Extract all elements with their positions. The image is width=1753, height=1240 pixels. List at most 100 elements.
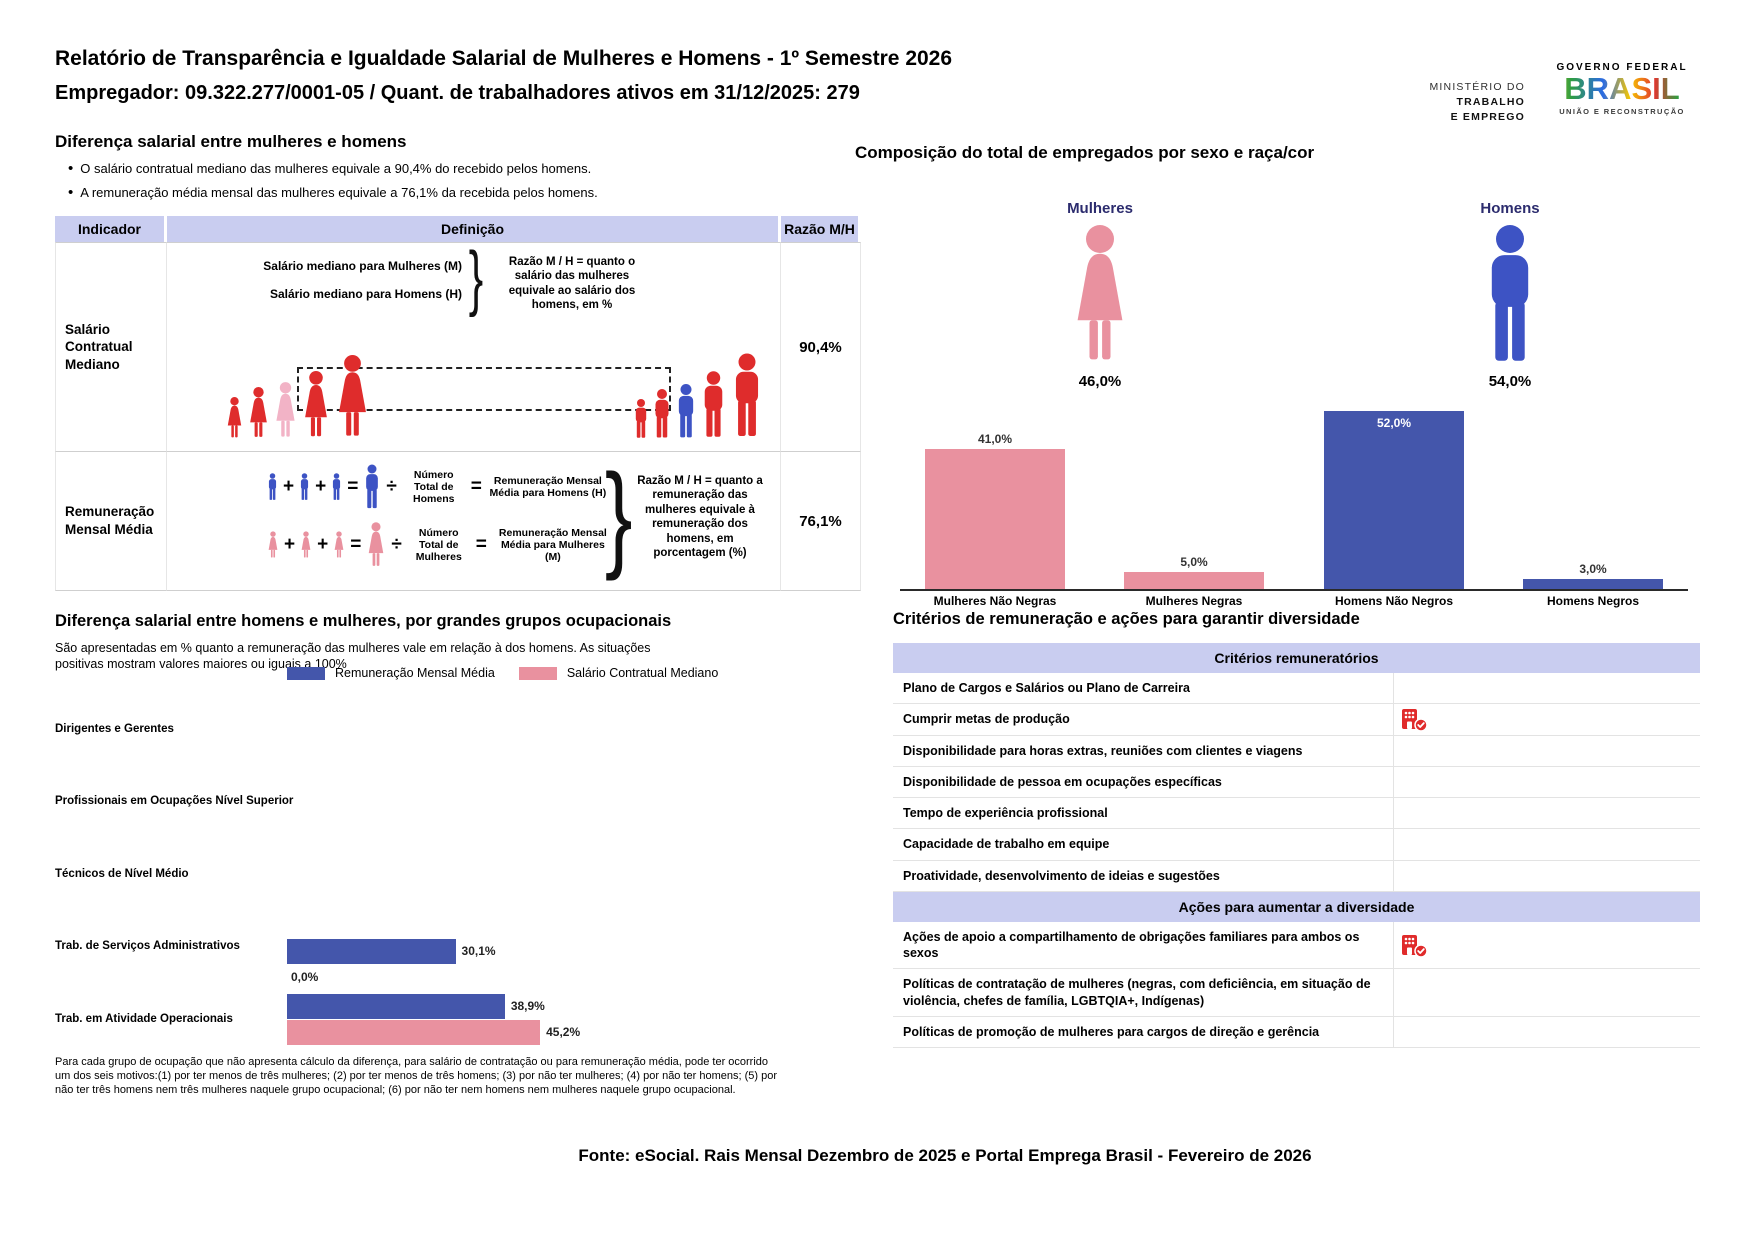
women-composition-block: Mulheres 46,0% [1025, 200, 1175, 390]
women-label: Mulheres [1067, 200, 1133, 217]
group-bars: 38,9% 45,2% [287, 983, 580, 1055]
source-line: Fonte: eSocial. Rais Mensal Dezembro de … [578, 1146, 1312, 1165]
men-label: Homens [1480, 200, 1540, 217]
criteria-row: Plano de Cargos e Salários ou Plano de C… [893, 673, 1700, 705]
criteria-title: Critérios de remuneração e ações para ga… [893, 610, 1360, 628]
mte-line2: TRABALHO [1456, 96, 1525, 109]
indicator-table: Indicador Definição Razão M/H Salário Co… [55, 216, 861, 591]
employer-line: Empregador: 09.322.277/0001-05 / Quant. … [55, 82, 860, 104]
woman-icon [334, 355, 371, 439]
men-average-equation: + + = ÷ Número Total de Homens = Remuner… [267, 464, 609, 510]
group-label: Trab. de Serviços Administrativos [55, 940, 240, 952]
equals-sign: = [350, 534, 362, 555]
bar-column: 5,0% [1124, 555, 1264, 589]
woman-median-highlight-icon [273, 382, 298, 439]
category-label: Homens Negros [1546, 594, 1640, 608]
mte-line1: MINISTÉRIO DO [1429, 81, 1525, 93]
definition-median-salary: Salário mediano para Mulheres (M) Salári… [167, 238, 781, 451]
occupational-row: Trab. de Serviços Administrativos 30,1% … [55, 910, 765, 984]
bar-value-label: 3,0% [1579, 561, 1607, 576]
woman-icon [333, 531, 345, 559]
criteria-flag-cell [1393, 829, 1700, 860]
bar-lane-blue: 30,1% [287, 938, 496, 964]
bar-homens-nao-negros: 52,0% [1324, 411, 1464, 589]
man-icon [730, 353, 764, 439]
brasil-wordmark: BRASIL [1542, 72, 1702, 106]
equals-sign: = [470, 476, 482, 497]
bar-column: 52,0% [1324, 411, 1464, 589]
bar-value-label: 38,9% [510, 999, 545, 1013]
criteria-flag-cell [1393, 766, 1700, 797]
man-median-highlight-icon [675, 384, 697, 439]
criteria-row: Proatividade, desenvolvimento de ideias … [893, 860, 1700, 892]
company-check-icon [1401, 706, 1428, 732]
bar-value-label: 5,0% [1180, 554, 1208, 569]
bar-column: 3,0% [1523, 562, 1663, 589]
median-men-line: Salário mediano para Homens (H) [269, 287, 462, 301]
median-pictogram [197, 339, 770, 443]
criteria-label: Ações de apoio a compartilhamento de obr… [903, 929, 1360, 960]
legend-blue-swatch [287, 666, 325, 680]
criteria-label: Disponibilidade para horas extras, reuni… [903, 743, 1303, 758]
bar-value-label: 30,1% [461, 944, 496, 958]
category-label: Homens Não Negros [1334, 594, 1454, 608]
category-label: Mulheres Negras [1145, 594, 1243, 608]
brace-decoration: } [468, 238, 484, 318]
company-check-icon [1401, 932, 1428, 958]
men-total-label: Número Total de Homens [413, 468, 455, 506]
women-average-equation: + + = ÷ Número Total de Mulheres = Remun… [267, 522, 614, 568]
man-large-icon [363, 464, 381, 510]
occupational-title: Diferença salarial entre homens e mulher… [55, 612, 672, 630]
legend-pink-label: Salário Contratual Mediano [566, 666, 719, 680]
bar-value-label: 52,0% [1376, 416, 1412, 431]
criteria-flag-cell [1393, 704, 1700, 735]
composition-bar-chart: 41,0% 5,0% 52,0% 3,0% [900, 399, 1688, 591]
legend-blue-label: Remuneração Mensal Média [335, 666, 495, 680]
criteria-flag-cell [1393, 673, 1700, 704]
mean-ratio-note: Razão M / H = quanto a remuneração das m… [637, 475, 763, 559]
brace-decoration: } [604, 450, 633, 582]
bar-lane-pink: 0,0% [287, 964, 496, 990]
equals-sign: = [347, 476, 359, 497]
woman-large-icon [366, 522, 386, 568]
median-definition-lines: Salário mediano para Mulheres (M) Salári… [262, 259, 462, 315]
bar-remuneracao [287, 993, 505, 1019]
bar-lane-pink: 45,2% [287, 1019, 580, 1045]
salary-gap-bullet-1: O salário contratual mediano das mulhere… [68, 160, 591, 177]
mte-logo: MINISTÉRIO DO TRABALHO E EMPREGO [1390, 80, 1525, 126]
equals-sign: = [475, 534, 487, 555]
man-icon [700, 371, 727, 439]
plus-sign: + [317, 534, 329, 555]
men-percent: 54,0% [1488, 373, 1532, 390]
col-header-indicador: Indicador [55, 216, 167, 242]
bar-lane-blue: 38,9% [287, 993, 580, 1019]
men-average-label: Remuneração Mensal Média para Homens (H) [489, 474, 607, 499]
occupational-row: Trab. em Atividade Operacionais 38,9% 45… [55, 983, 765, 1055]
median-dashed-link [297, 367, 671, 411]
criteria-table: Critérios remuneratórios Plano de Cargos… [893, 643, 1700, 1048]
divide-sign: ÷ [386, 476, 397, 497]
occupational-row: Dirigentes e Gerentes [55, 693, 765, 765]
bar-remuneracao [287, 938, 456, 964]
criteria-label: Disponibilidade de pessoa em ocupações e… [903, 774, 1222, 789]
man-icon [331, 473, 342, 501]
gov-slogan: UNIÃO E RECONSTRUÇÃO [1559, 106, 1685, 116]
criteria-row: Disponibilidade para horas extras, reuni… [893, 735, 1700, 767]
col-header-definicao: Definição [167, 216, 781, 242]
occupational-row: Técnicos de Nível Médio [55, 838, 765, 910]
median-ratio-note: Razão M / H = quanto o salário das mulhe… [508, 256, 636, 312]
legend-pink-swatch [518, 666, 557, 680]
plus-sign: + [284, 534, 296, 555]
criteria-diversity-header: Ações para aumentar a diversidade [893, 891, 1700, 922]
gov-federal-logo: GOVERNO FEDERAL BRASIL UNIÃO E RECONSTRU… [1542, 62, 1702, 116]
occupational-subtitle: São apresentadas em % quanto a remuneraç… [55, 641, 651, 672]
man-icon [267, 473, 278, 501]
category-label: Mulheres Não Negras [933, 594, 1057, 608]
col-header-razao: Razão M/H [781, 216, 861, 242]
criteria-label: Capacidade de trabalho em equipe [903, 837, 1110, 852]
criteria-flag-cell [1393, 1016, 1700, 1047]
occupational-footnote: Para cada grupo de ocupação que não apre… [55, 1056, 778, 1096]
criteria-flag-cell [1393, 860, 1700, 891]
criteria-label: Políticas de contratação de mulheres (ne… [903, 977, 1371, 1008]
